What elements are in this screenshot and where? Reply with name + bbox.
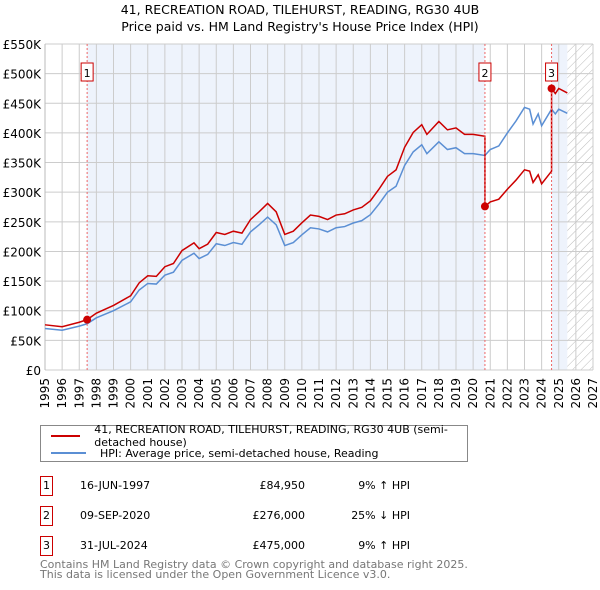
forecast-hatch — [567, 44, 593, 370]
legend-line-red — [51, 435, 81, 437]
legend-label: 41, RECREATION ROAD, TILEHURST, READING,… — [94, 423, 448, 449]
sale-date: 16-JUN-1997 — [80, 479, 151, 492]
x-tick-label: 1999 — [107, 378, 121, 409]
x-tick-label: 2020 — [466, 378, 480, 409]
sale-price: £475,000 — [252, 539, 306, 552]
sale-price: £276,000 — [252, 509, 306, 522]
x-tick-label: 2013 — [346, 378, 360, 409]
sale-hpi-delta: 25% ↓ HPI — [351, 509, 410, 522]
y-tick-label: £550K — [3, 38, 43, 52]
chart-title: 41, RECREATION ROAD, TILEHURST, READING,… — [120, 2, 480, 17]
ownership-shade — [87, 44, 485, 370]
x-tick-label: 2019 — [449, 378, 463, 409]
ownership-shade — [551, 44, 568, 370]
y-tick-label: £50K — [10, 334, 42, 348]
y-tick-label: £0 — [26, 364, 41, 378]
x-tick-label: 2025 — [552, 378, 566, 409]
y-tick-label: £300K — [3, 186, 43, 200]
x-tick-label: 2011 — [312, 378, 326, 409]
sale-hpi-delta: 9% ↑ HPI — [358, 539, 410, 552]
x-tick-label: 2021 — [483, 378, 497, 409]
sale-number: 2 — [40, 506, 53, 526]
x-tick-label: 2017 — [415, 378, 429, 409]
sale-label-box — [478, 62, 492, 82]
x-tick-label: 2022 — [500, 378, 514, 409]
x-tick-label: 2026 — [569, 378, 583, 409]
x-tick-label: 2000 — [124, 378, 138, 409]
sale-label-box — [545, 62, 559, 82]
footer: Contains HM Land Registry data © Crown c… — [40, 558, 468, 581]
y-tick-label: £450K — [3, 97, 43, 111]
x-tick-label: 2024 — [535, 378, 549, 409]
x-tick-label: 2007 — [244, 378, 258, 409]
x-tick-label: 2003 — [175, 378, 189, 409]
x-tick-label: 2014 — [363, 378, 377, 409]
sale-label-box — [80, 62, 94, 82]
sale-point — [547, 84, 556, 93]
y-tick-label: £150K — [3, 275, 43, 289]
x-tick-label: 2010 — [295, 378, 309, 409]
legend-item-price: 41, RECREATION ROAD, TILEHURST, READING,… — [51, 423, 467, 449]
x-tick-label: 1995 — [38, 378, 52, 409]
footer-line: Contains HM Land Registry data © Crown c… — [40, 558, 468, 571]
y-tick-label: £250K — [3, 216, 43, 230]
x-tick-label: 2012 — [329, 378, 343, 409]
hpi-line — [44, 106, 568, 332]
legend-line-blue — [51, 452, 86, 454]
x-tick-label: 2027 — [586, 378, 600, 409]
sale-price: £84,950 — [259, 479, 306, 492]
sale-date: 31-JUL-2024 — [80, 539, 148, 552]
legend: 41, RECREATION ROAD, TILEHURST, READING,… — [40, 423, 468, 462]
sale-number: 1 — [40, 476, 53, 496]
y-tick-label: £500K — [3, 68, 43, 82]
x-tick-label: 2002 — [158, 378, 172, 409]
sale-label: 1 — [84, 67, 91, 80]
y-tick-label: £400K — [3, 127, 43, 141]
chart-subtitle: Price paid vs. HM Land Registry's House … — [121, 19, 479, 34]
sale-point — [480, 202, 489, 211]
x-tick-label: 2018 — [432, 378, 446, 409]
x-tick-label: 1997 — [72, 378, 86, 409]
x-tick-label: 2005 — [209, 378, 223, 409]
y-tick-label: £200K — [3, 245, 43, 259]
price-line — [44, 86, 568, 328]
sale-row: 3 31-JUL-2024 £475,000 9% ↑ HPI — [40, 536, 600, 556]
sale-row: 1 16-JUN-1997 £84,950 9% ↑ HPI — [40, 476, 600, 496]
x-tick-label: 1998 — [89, 378, 103, 409]
x-tick-label: 2015 — [381, 378, 395, 409]
price-chart: 1995 1996 1997 1998 1999 2000 2001 2002 2003 2004… — [3, 38, 600, 409]
sale-label: 3 — [548, 67, 555, 80]
footer-line: This data is licensed under the Open Gov… — [40, 568, 391, 581]
x-tick-label: 2016 — [398, 378, 412, 409]
y-tick-label: £100K — [3, 305, 43, 319]
sale-date: 09-SEP-2020 — [80, 509, 151, 522]
x-tick-label: 1996 — [55, 378, 69, 409]
sale-label: 2 — [481, 67, 488, 80]
sale-point — [83, 315, 92, 324]
sale-hpi-delta: 9% ↑ HPI — [358, 479, 410, 492]
x-tick-label: 2008 — [261, 378, 275, 409]
y-tick-label: £350K — [3, 157, 43, 171]
x-tick-label: 2009 — [278, 378, 292, 409]
x-tick-label: 2006 — [226, 378, 240, 409]
x-tick-label: 2023 — [518, 378, 532, 409]
sale-row: 2 09-SEP-2020 £276,000 25% ↓ HPI — [40, 506, 600, 526]
legend-item-hpi: HPI: Average price, semi-detached house,… — [51, 445, 379, 461]
legend-label: HPI: Average price, semi-detached house,… — [100, 446, 379, 460]
sale-number: 3 — [40, 536, 53, 556]
x-tick-label: 2001 — [141, 378, 155, 409]
x-tick-label: 2004 — [192, 378, 206, 409]
